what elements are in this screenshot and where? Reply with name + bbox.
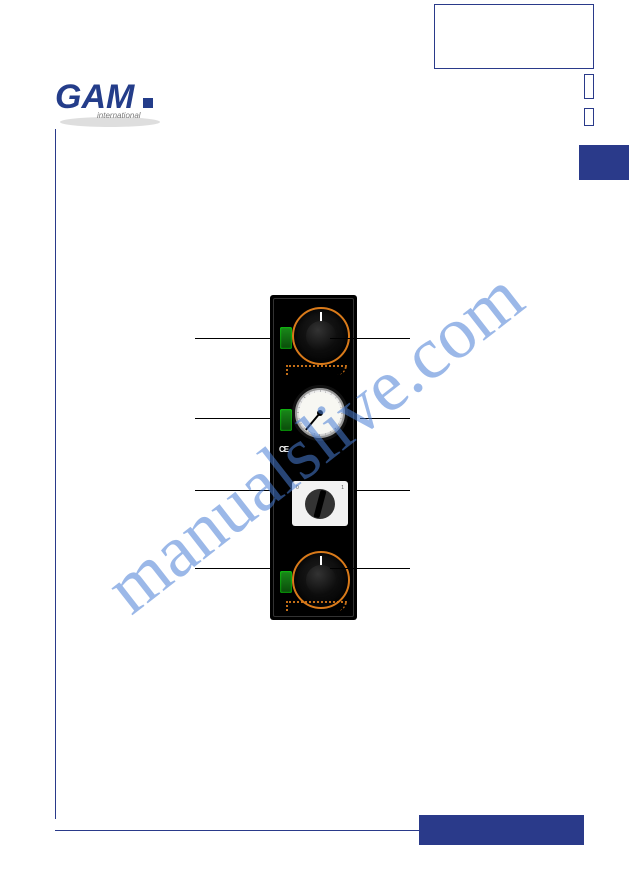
callout-line-4-left (195, 568, 270, 569)
header-mark-2 (584, 108, 594, 126)
rotary-switch-housing: 01 (292, 481, 348, 526)
callout-line-2-right (360, 418, 410, 419)
gam-logo-svg: GAM international (55, 70, 165, 130)
callout-line-2-left (195, 418, 270, 419)
control-panel: CE 01 (270, 295, 357, 620)
bottom-border (55, 830, 420, 831)
footer-accent (419, 815, 584, 845)
temperature-gauge (292, 385, 348, 441)
callout-line-4-right (330, 568, 410, 569)
brand-logo: GAM international (55, 70, 165, 130)
indicator-lamp-3 (280, 571, 292, 593)
page: GAM international manualslive.com CE 01 (0, 0, 629, 893)
callout-line-1-left (195, 338, 270, 339)
gauge-section: CE (274, 381, 353, 459)
switch-section: 01 (274, 461, 353, 541)
lower-dial-section (274, 543, 353, 615)
side-accent (579, 145, 629, 180)
indicator-lamp-2 (280, 409, 292, 431)
indicator-lamp-1 (280, 327, 292, 349)
callout-line-1-right (330, 338, 410, 339)
header-frame (434, 4, 594, 69)
rotary-switch-knob (305, 489, 335, 519)
header-mark-1 (584, 74, 594, 99)
ce-mark: CE (279, 445, 288, 454)
logo-subtext: international (97, 111, 141, 120)
upper-dial-section (274, 299, 353, 379)
callout-line-3-right (355, 490, 410, 491)
callout-line-3-left (195, 490, 270, 491)
left-border (55, 129, 56, 819)
upper-rotary-dial (292, 307, 350, 365)
